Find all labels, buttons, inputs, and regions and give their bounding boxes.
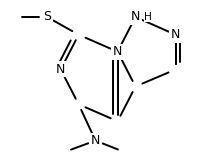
Text: N: N xyxy=(113,45,122,58)
Text: N: N xyxy=(131,10,140,23)
Text: N: N xyxy=(56,63,66,76)
Text: N: N xyxy=(171,28,180,41)
Text: S: S xyxy=(43,10,51,23)
Text: N: N xyxy=(91,134,100,147)
Text: H: H xyxy=(144,12,152,22)
Text: N: N xyxy=(131,10,140,23)
